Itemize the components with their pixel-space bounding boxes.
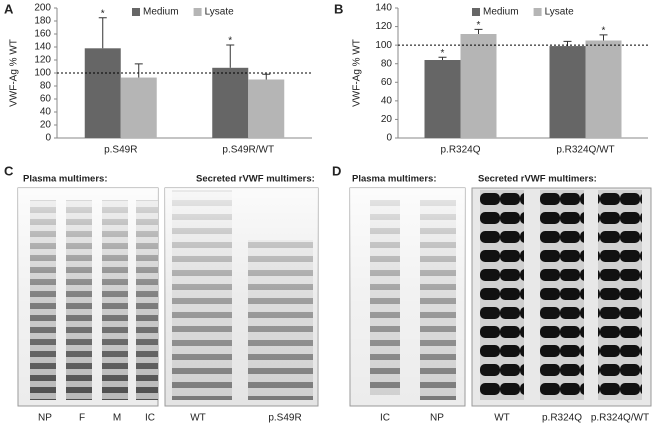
significance-mark: * — [602, 26, 606, 37]
gel-lanes — [165, 188, 318, 406]
lane-label: NP — [38, 413, 52, 424]
lane-label: IC — [145, 413, 155, 424]
error-bar — [134, 63, 143, 78]
legend-label: Lysate — [545, 7, 575, 18]
y-tick-label: 120 — [34, 55, 51, 66]
x-tick-label: p.R324Q/WT — [556, 145, 614, 156]
lane-label: p.S49R — [268, 413, 301, 424]
x-tick-label: p.S49R — [104, 145, 137, 156]
bar — [84, 48, 121, 138]
bar — [585, 40, 622, 138]
y-tick-label: 80 — [40, 81, 52, 92]
significance-mark: * — [228, 36, 232, 47]
error-bar — [474, 28, 483, 34]
y-tick-label: 100 — [375, 40, 392, 51]
legend-swatch — [472, 8, 480, 16]
error-bar — [262, 73, 271, 80]
x-tick-label: p.S49R/WT — [222, 145, 274, 156]
panel-label: C — [4, 163, 14, 178]
y-tick-label: 60 — [40, 94, 52, 105]
y-tick-label: 200 — [34, 3, 51, 14]
gel-lanes — [350, 188, 465, 406]
y-tick-label: 140 — [375, 3, 392, 14]
lane-label: WT — [190, 413, 206, 424]
legend-label: Medium — [483, 7, 519, 18]
error-bar — [438, 56, 447, 60]
legend-swatch — [193, 8, 202, 16]
y-tick-label: 0 — [45, 133, 51, 144]
y-axis-label: VWF-Ag % WT — [352, 39, 363, 107]
error-bar — [599, 34, 608, 41]
y-tick-label: 140 — [34, 42, 51, 53]
significance-mark: * — [101, 8, 105, 19]
gel-lanes — [480, 190, 642, 400]
gel-title: Secreted rVWF multimers: — [478, 174, 597, 185]
y-tick-label: 40 — [381, 95, 393, 106]
gel-title: Plasma multimers: — [352, 174, 436, 185]
bar — [424, 60, 461, 138]
bar — [212, 67, 249, 138]
y-tick-label: 0 — [386, 133, 392, 144]
gel-title: Secreted rVWF multimers: — [196, 174, 315, 185]
bar — [460, 34, 497, 138]
lane-label: IC — [380, 413, 390, 424]
x-tick-label: p.R324Q — [440, 145, 480, 156]
lane-label: NP — [430, 413, 444, 424]
legend-label: Medium — [143, 7, 179, 18]
legend-swatch — [132, 8, 140, 16]
legend-label: Lysate — [205, 7, 235, 18]
panel-label: A — [4, 1, 14, 16]
lane-label: F — [79, 413, 85, 424]
y-tick-label: 120 — [375, 21, 392, 32]
y-tick-label: 80 — [381, 58, 393, 69]
lane-label: M — [113, 413, 121, 424]
legend-swatch — [533, 8, 542, 16]
y-axis-label: VWF-Ag % WT — [9, 39, 20, 107]
error-bar — [226, 44, 235, 68]
error-bar — [98, 17, 107, 49]
lane-label: p.R324Q/WT — [591, 413, 649, 424]
y-tick-label: 40 — [40, 107, 52, 118]
y-tick-label: 20 — [381, 114, 393, 125]
lane-label: p.R324Q — [542, 413, 582, 424]
y-tick-label: 100 — [34, 68, 51, 79]
y-tick-label: 20 — [40, 120, 52, 131]
bar — [248, 79, 285, 138]
significance-mark: * — [441, 48, 445, 59]
gel-lanes — [18, 188, 158, 406]
bar — [120, 77, 157, 138]
panel-label: B — [334, 1, 343, 16]
lane-label: WT — [494, 413, 510, 424]
y-tick-label: 160 — [34, 29, 51, 40]
y-tick-label: 60 — [381, 77, 393, 88]
panel-label: D — [332, 163, 341, 178]
bar — [549, 46, 586, 139]
y-tick-label: 180 — [34, 16, 51, 27]
significance-mark: * — [477, 20, 481, 31]
gel-title: Plasma multimers: — [23, 174, 107, 185]
